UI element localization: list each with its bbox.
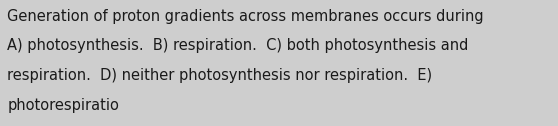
Text: Generation of proton gradients across membranes occurs during: Generation of proton gradients across me… bbox=[7, 9, 484, 24]
Text: respiration.  D) neither photosynthesis nor respiration.  E): respiration. D) neither photosynthesis n… bbox=[7, 68, 432, 83]
Text: A) photosynthesis.  B) respiration.  C) both photosynthesis and: A) photosynthesis. B) respiration. C) bo… bbox=[7, 38, 469, 53]
Text: photorespiratio: photorespiratio bbox=[7, 98, 119, 113]
